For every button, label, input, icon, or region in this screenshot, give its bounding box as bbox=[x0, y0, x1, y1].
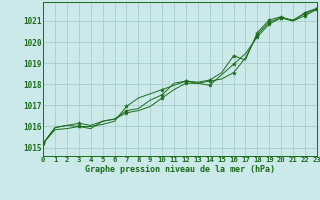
X-axis label: Graphe pression niveau de la mer (hPa): Graphe pression niveau de la mer (hPa) bbox=[85, 165, 275, 174]
